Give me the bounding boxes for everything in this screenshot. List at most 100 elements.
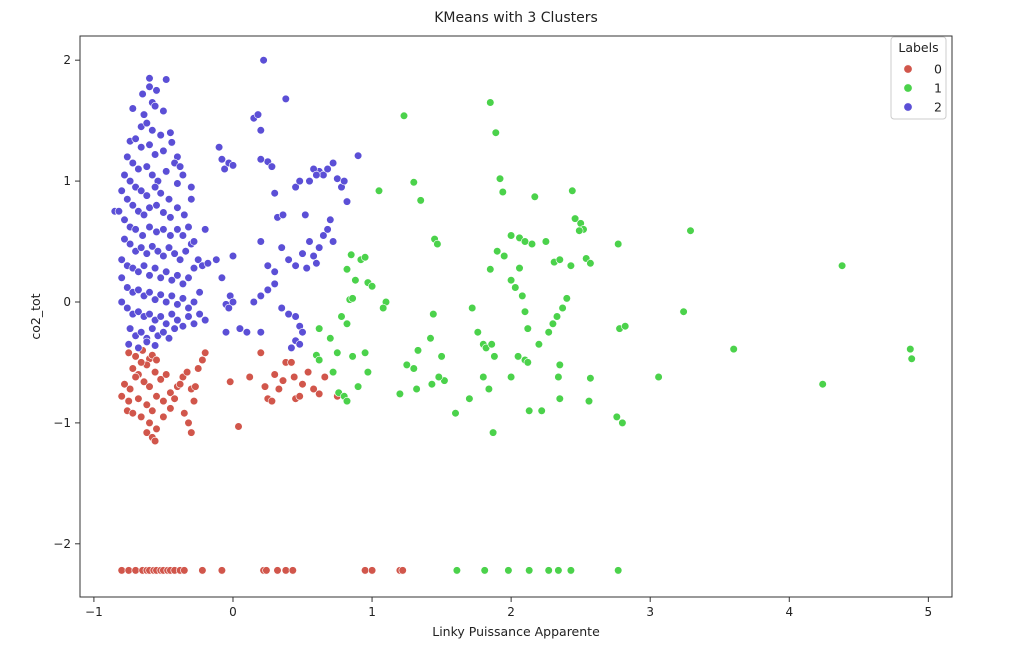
scatter-point-cluster-1 xyxy=(562,294,571,303)
scatter-point-cluster-1 xyxy=(507,372,516,382)
scatter-point-cluster-2 xyxy=(187,183,196,192)
scatter-point-cluster-0 xyxy=(189,397,199,406)
scatter-point-cluster-1 xyxy=(465,394,474,403)
scatter-point-cluster-2 xyxy=(142,337,151,347)
scatter-point-cluster-1 xyxy=(523,358,532,367)
scatter-point-cluster-1 xyxy=(906,345,915,354)
scatter-point-cluster-1 xyxy=(558,303,567,313)
scatter-point-cluster-2 xyxy=(151,264,160,273)
scatter-point-cluster-2 xyxy=(224,303,233,313)
scatter-point-cluster-0 xyxy=(180,409,189,418)
scatter-point-cluster-1 xyxy=(570,214,580,223)
scatter-point-cluster-1 xyxy=(523,324,532,333)
scatter-point-cluster-1 xyxy=(566,261,576,270)
scatter-point-cluster-2 xyxy=(277,303,286,313)
scatter-point-cluster-2 xyxy=(267,162,277,171)
scatter-point-cluster-1 xyxy=(342,265,352,274)
scatter-point-cluster-2 xyxy=(148,324,157,333)
scatter-point-cluster-2 xyxy=(170,249,179,258)
legend-label-0: 0 xyxy=(934,62,942,77)
scatter-point-cluster-2 xyxy=(312,170,321,180)
scatter-point-cluster-2 xyxy=(256,155,265,164)
scatter-point-cluster-1 xyxy=(541,237,551,246)
scatter-point-cluster-0 xyxy=(298,380,307,389)
scatter-point-cluster-1 xyxy=(568,186,577,195)
scatter-point-cluster-0 xyxy=(148,406,157,415)
scatter-point-cluster-1 xyxy=(487,340,496,349)
scatter-point-cluster-2 xyxy=(167,310,176,319)
scatter-point-cluster-2 xyxy=(284,255,293,264)
scatter-point-cluster-1 xyxy=(586,374,595,383)
x-axis: −1 0 1 2 3 4 5 xyxy=(85,597,932,619)
points-layer xyxy=(110,56,916,575)
scatter-point-cluster-2 xyxy=(137,186,146,195)
scatter-point-cluster-2 xyxy=(184,303,193,313)
scatter-point-cluster-1 xyxy=(554,372,563,382)
scatter-point-cluster-2 xyxy=(167,138,176,147)
scatter-point-cluster-1 xyxy=(520,307,530,316)
scatter-point-cluster-2 xyxy=(249,297,258,307)
scatter-point-cluster-0 xyxy=(170,394,179,403)
scatter-point-cluster-2 xyxy=(284,310,293,319)
scatter-point-cluster-1 xyxy=(416,196,425,205)
scatter-point-cluster-2 xyxy=(221,328,231,337)
scatter-point-cluster-0 xyxy=(176,380,185,389)
scatter-point-cluster-2 xyxy=(159,251,168,261)
y-tick-label: 2 xyxy=(63,53,71,67)
scatter-point-cluster-2 xyxy=(159,328,168,337)
scatter-point-cluster-2 xyxy=(151,101,160,111)
scatter-point-cluster-2 xyxy=(217,273,226,282)
scatter-point-cluster-0 xyxy=(278,376,288,385)
scatter-point-cluster-2 xyxy=(319,231,328,240)
scatter-point-cluster-2 xyxy=(217,155,226,164)
scatter-point-cluster-1 xyxy=(342,319,352,328)
scatter-point-cluster-2 xyxy=(126,324,135,333)
scatter-point-cluster-2 xyxy=(159,225,168,234)
scatter-point-cluster-2 xyxy=(128,104,137,113)
scatter-point-cluster-0 xyxy=(145,382,154,391)
scatter-point-cluster-0 xyxy=(162,370,171,379)
scatter-point-cluster-1 xyxy=(818,380,827,389)
scatter-point-cluster-0 xyxy=(274,384,284,394)
scatter-point-cluster-2 xyxy=(176,162,185,171)
scatter-point-cluster-2 xyxy=(170,324,179,333)
scatter-point-cluster-0 xyxy=(184,418,193,428)
scatter-point-cluster-2 xyxy=(228,251,238,261)
scatter-point-cluster-2 xyxy=(281,94,290,103)
scatter-point-cluster-2 xyxy=(242,328,251,337)
scatter-point-cluster-2 xyxy=(131,134,140,143)
scatter-point-cluster-1 xyxy=(493,247,502,256)
scatter-point-cluster-2 xyxy=(173,225,182,234)
legend-marker-0 xyxy=(903,64,913,74)
scatter-point-cluster-2 xyxy=(291,183,300,192)
legend-title: Labels xyxy=(898,40,938,55)
scatter-point-cluster-1 xyxy=(427,380,437,389)
scatter-point-cluster-0 xyxy=(137,412,146,422)
legend-label-1: 1 xyxy=(934,81,942,96)
scatter-point-cluster-1 xyxy=(363,368,373,377)
scatter-point-cluster-1 xyxy=(520,237,530,246)
scatter-point-cluster-0 xyxy=(288,566,297,575)
scatter-point-cluster-2 xyxy=(123,152,132,161)
chart-title: KMeans with 3 Clusters xyxy=(434,10,598,26)
scatter-point-cluster-0 xyxy=(198,566,207,575)
scatter-point-cluster-0 xyxy=(159,412,168,422)
scatter-point-cluster-2 xyxy=(123,195,132,204)
scatter-point-cluster-2 xyxy=(178,294,187,303)
scatter-point-cluster-2 xyxy=(178,231,187,240)
scatter-point-cluster-2 xyxy=(164,334,174,343)
scatter-point-cluster-0 xyxy=(152,424,161,434)
scatter-point-cluster-2 xyxy=(137,243,146,252)
scatter-point-cluster-1 xyxy=(451,409,460,418)
scatter-point-cluster-2 xyxy=(159,146,168,155)
scatter-point-cluster-0 xyxy=(117,566,126,575)
scatter-point-cluster-1 xyxy=(361,348,370,357)
scatter-point-cluster-1 xyxy=(412,384,421,394)
scatter-point-cluster-2 xyxy=(131,183,140,192)
scatter-point-cluster-2 xyxy=(117,297,126,307)
scatter-point-cluster-2 xyxy=(180,210,189,219)
scatter-point-cluster-0 xyxy=(304,368,313,377)
scatter-point-cluster-2 xyxy=(340,177,349,186)
scatter-point-cluster-2 xyxy=(128,158,137,168)
